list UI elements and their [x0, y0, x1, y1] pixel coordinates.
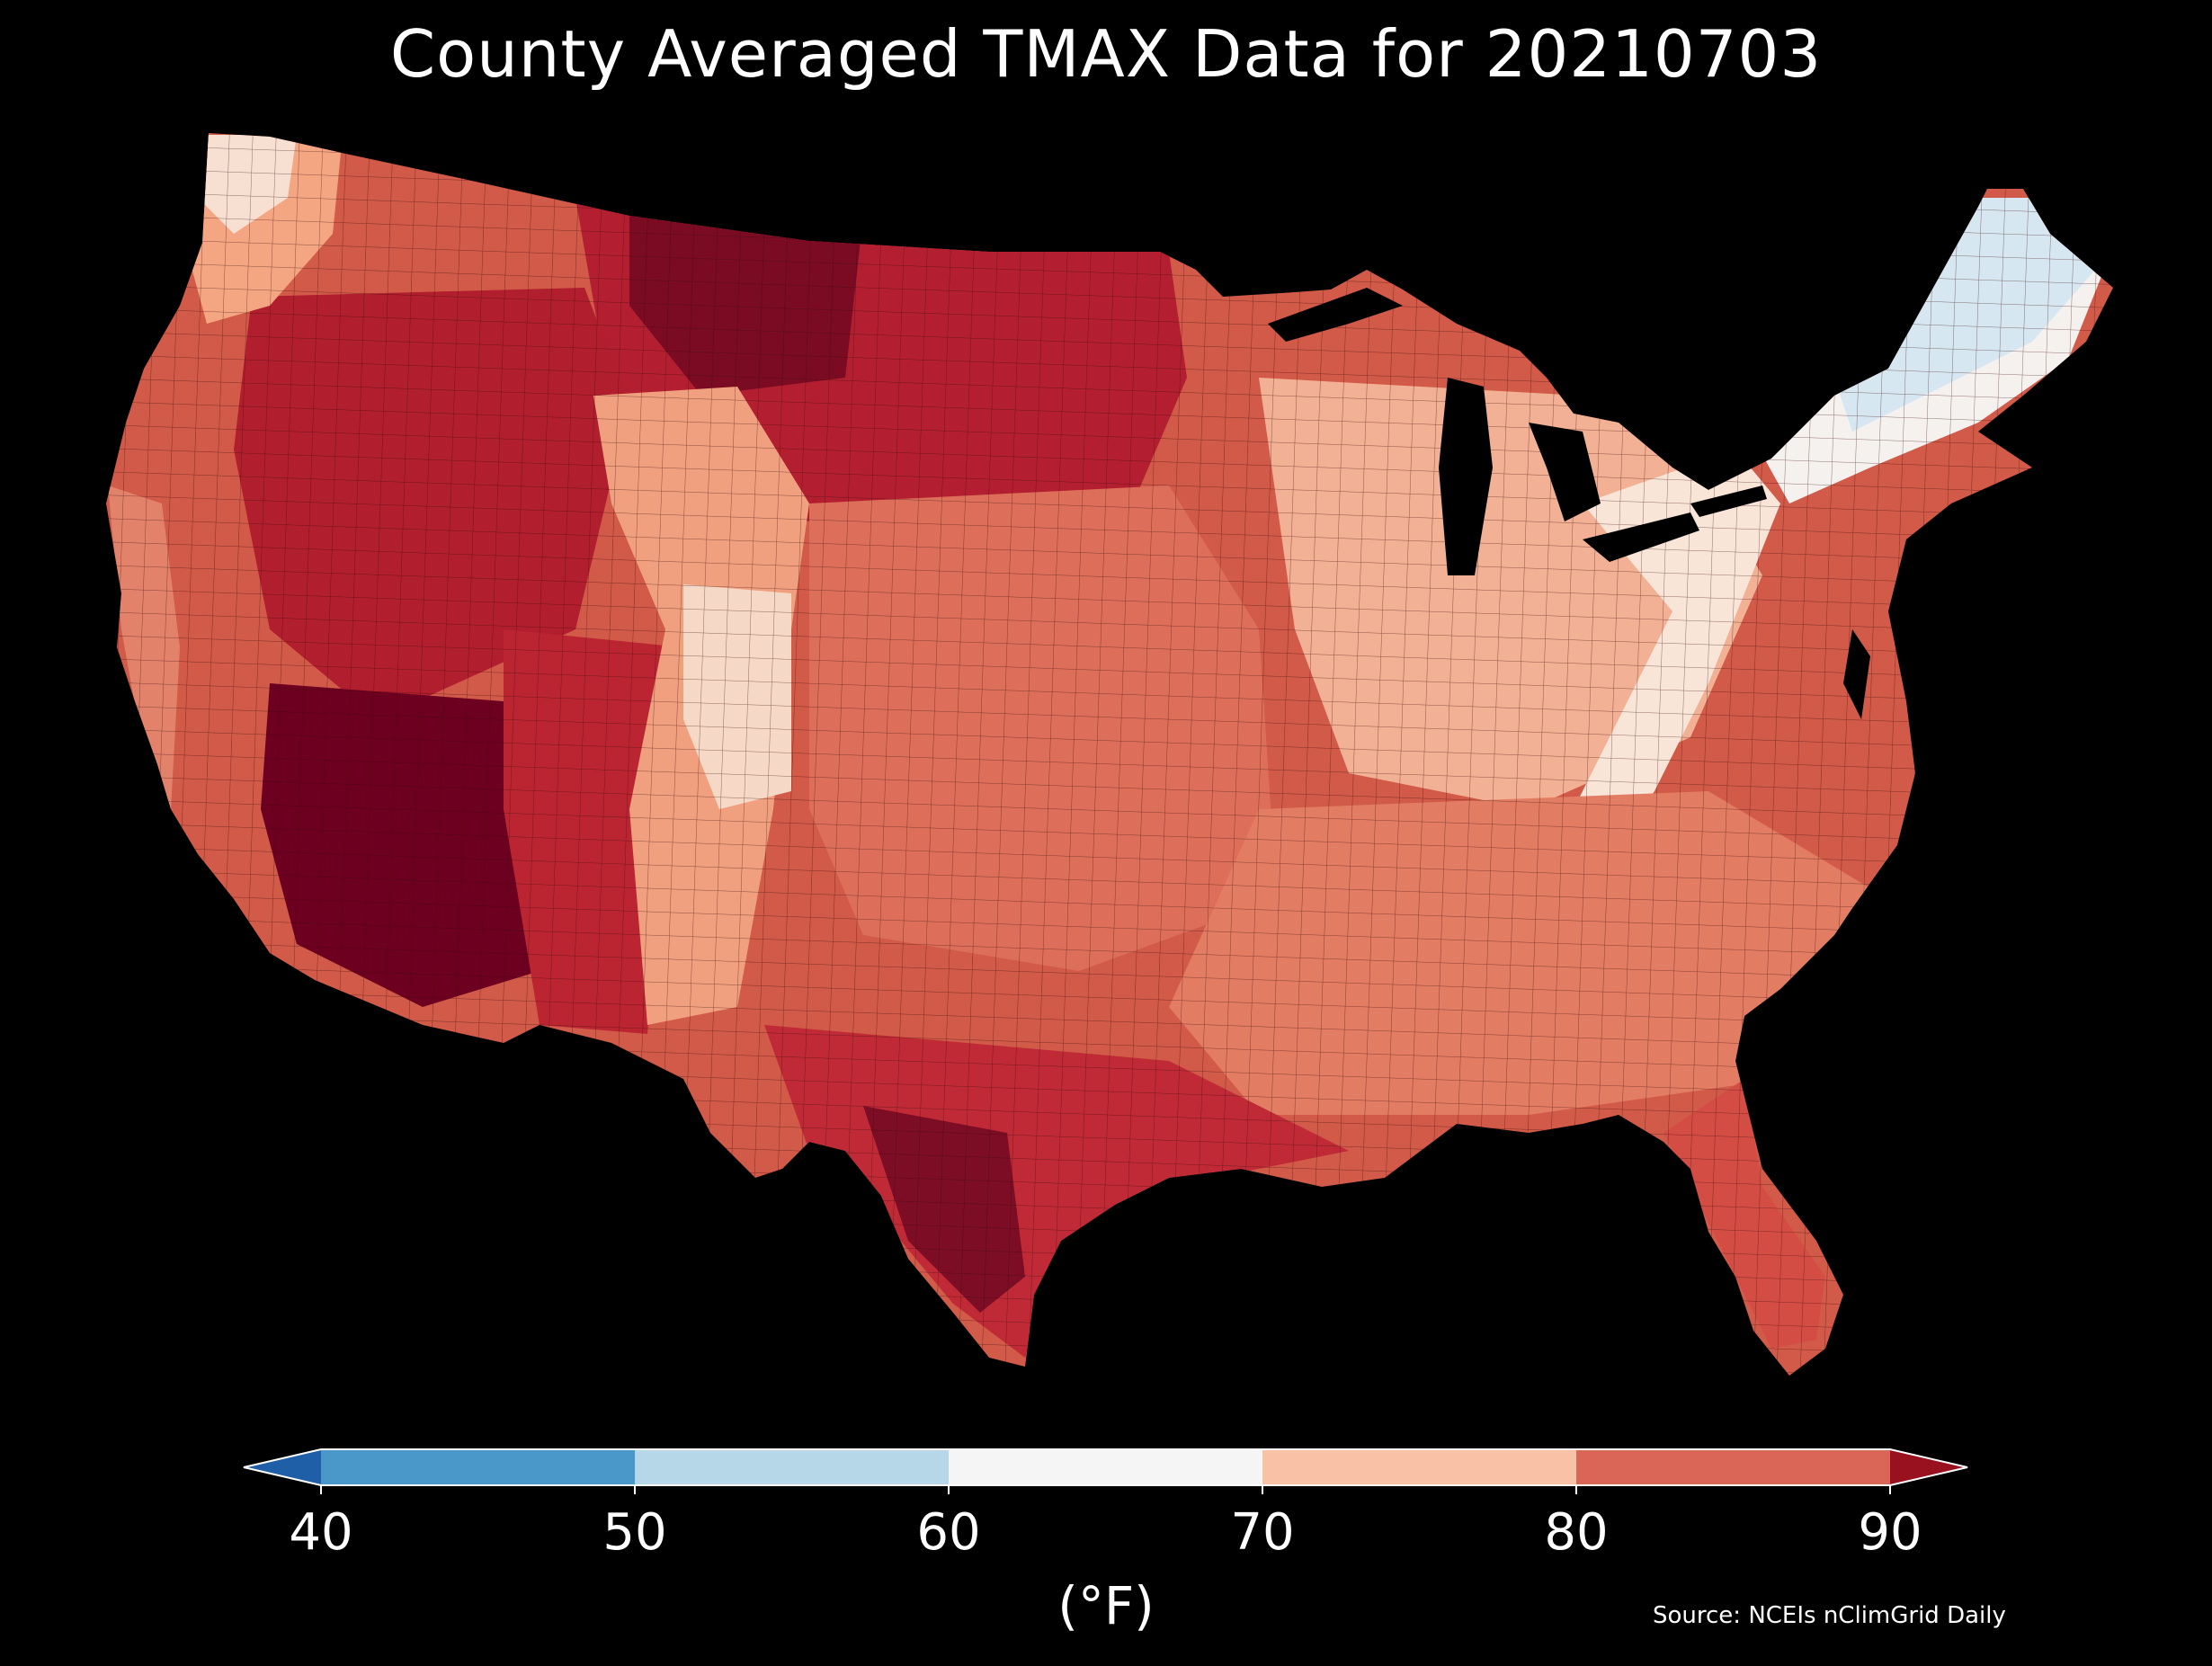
colorbar-tick-label: 60 [916, 1503, 981, 1562]
colorbar-segment [635, 1449, 949, 1485]
lake-ontario [1690, 486, 1767, 517]
chesapeake-bay [1843, 629, 1870, 719]
colorbar-tick-label: 80 [1544, 1503, 1609, 1562]
colorbar-segment [949, 1449, 1262, 1485]
colorbar-tick-label: 90 [1858, 1503, 1922, 1562]
colorbar-tick-label: 40 [289, 1503, 353, 1562]
lake-erie [1583, 512, 1699, 562]
lake-superior [1268, 288, 1403, 342]
colorbar-over-arrow [1890, 1449, 1967, 1485]
colorbar-segment [1262, 1449, 1576, 1485]
lake-huron [1529, 423, 1601, 521]
colorbar-segment [1576, 1449, 1890, 1485]
colorbar-tick-label: 70 [1230, 1503, 1295, 1562]
colorbar-under-arrow [244, 1449, 321, 1485]
source-attribution: Source: NCEIs nClimGrid Daily [1653, 1602, 2006, 1629]
colorbar-unit-label: (°F) [1057, 1575, 1155, 1636]
lake-michigan [1439, 378, 1493, 575]
colorbar-segment [321, 1449, 635, 1485]
colorbar-tick-label: 50 [602, 1503, 667, 1562]
map-title: County Averaged TMAX Data for 20210703 [389, 16, 1823, 92]
